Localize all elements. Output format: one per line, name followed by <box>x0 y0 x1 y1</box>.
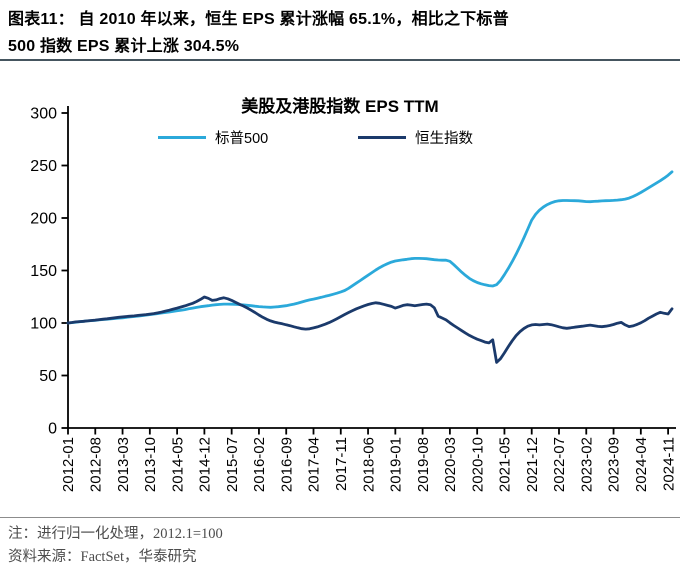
y-tick-label: 50 <box>39 368 57 385</box>
x-tick-label: 2012-01 <box>60 437 77 492</box>
figure-caption: 图表11： 自 2010 年以来，恒生 EPS 累计涨幅 65.1%，相比之下标… <box>8 6 672 60</box>
x-tick-label: 2013-10 <box>142 437 159 492</box>
y-tick-label: 0 <box>48 421 57 438</box>
eps-chart: 美股及港股指数 EPS TTM 标普500 恒生指数 0 50 100 150 200 2… <box>0 85 680 530</box>
plot-area: 0 50 100 150 200 250 300 2012-01 2012-08 2013-03 2… <box>30 106 677 493</box>
x-tick-label: 2020-10 <box>469 437 486 492</box>
x-tick-label: 2022-07 <box>551 437 568 492</box>
y-tick-label: 200 <box>30 211 57 228</box>
x-tick-label: 2023-09 <box>606 437 623 492</box>
x-tick-label: 2018-06 <box>360 437 377 492</box>
x-tick-label: 2017-04 <box>306 437 323 492</box>
x-tick-label: 2019-01 <box>388 437 405 492</box>
footer-note: 注：进行归一化处理，2012.1=100 <box>8 526 223 542</box>
x-tick-label: 2016-09 <box>278 437 295 492</box>
legend-item-sp500: 标普500 <box>158 127 268 147</box>
legend-label-sp500: 标普500 <box>215 130 269 147</box>
x-tick-label: 2016-02 <box>251 437 268 492</box>
chart-title: 美股及港股指数 EPS TTM <box>241 97 439 116</box>
x-tick-label: 2023-02 <box>578 437 595 492</box>
chart-legend: 标普500 恒生指数 <box>0 127 680 147</box>
y-tick-label: 150 <box>30 263 57 280</box>
x-tick-label: 2017-11 <box>333 437 350 491</box>
x-tick-label: 2015-07 <box>224 437 241 492</box>
caption-line-2: 500 指数 EPS 累计上涨 304.5% <box>8 38 240 55</box>
x-tick-label: 2021-05 <box>497 437 514 492</box>
legend-label-hsi: 恒生指数 <box>415 130 473 147</box>
x-tick-label: 2024-04 <box>633 437 650 492</box>
x-tick-label: 2020-03 <box>442 437 459 492</box>
x-tick-label: 2021-12 <box>524 437 541 492</box>
x-tick-label: 2014-05 <box>169 437 186 492</box>
x-tick-label: 2024-11 <box>660 437 677 491</box>
sp500-line <box>66 170 674 325</box>
y-tick-label: 300 <box>30 106 57 123</box>
x-tick-label: 2014-12 <box>197 437 214 492</box>
caption-line-1: 图表11： 自 2010 年以来，恒生 EPS 累计涨幅 65.1%，相比之下标… <box>8 11 509 28</box>
y-tick-label: 100 <box>30 316 57 333</box>
y-tick-label: 250 <box>30 158 57 175</box>
hsi-line <box>66 295 674 364</box>
x-tick-label: 2012-08 <box>87 437 104 492</box>
x-tick-label: 2013-03 <box>115 437 132 492</box>
footer-source: 资料来源：FactSet，华泰研究 <box>8 549 197 565</box>
footer: 注：进行归一化处理，2012.1=100 资料来源：FactSet，华泰研究 <box>0 517 680 569</box>
legend-item-hsi: 恒生指数 <box>358 127 473 147</box>
caption-divider <box>0 59 680 61</box>
sp500-line-swatch-icon <box>158 135 206 139</box>
x-tick-label: 2019-08 <box>415 437 432 492</box>
hsi-line-swatch-icon <box>358 135 406 139</box>
